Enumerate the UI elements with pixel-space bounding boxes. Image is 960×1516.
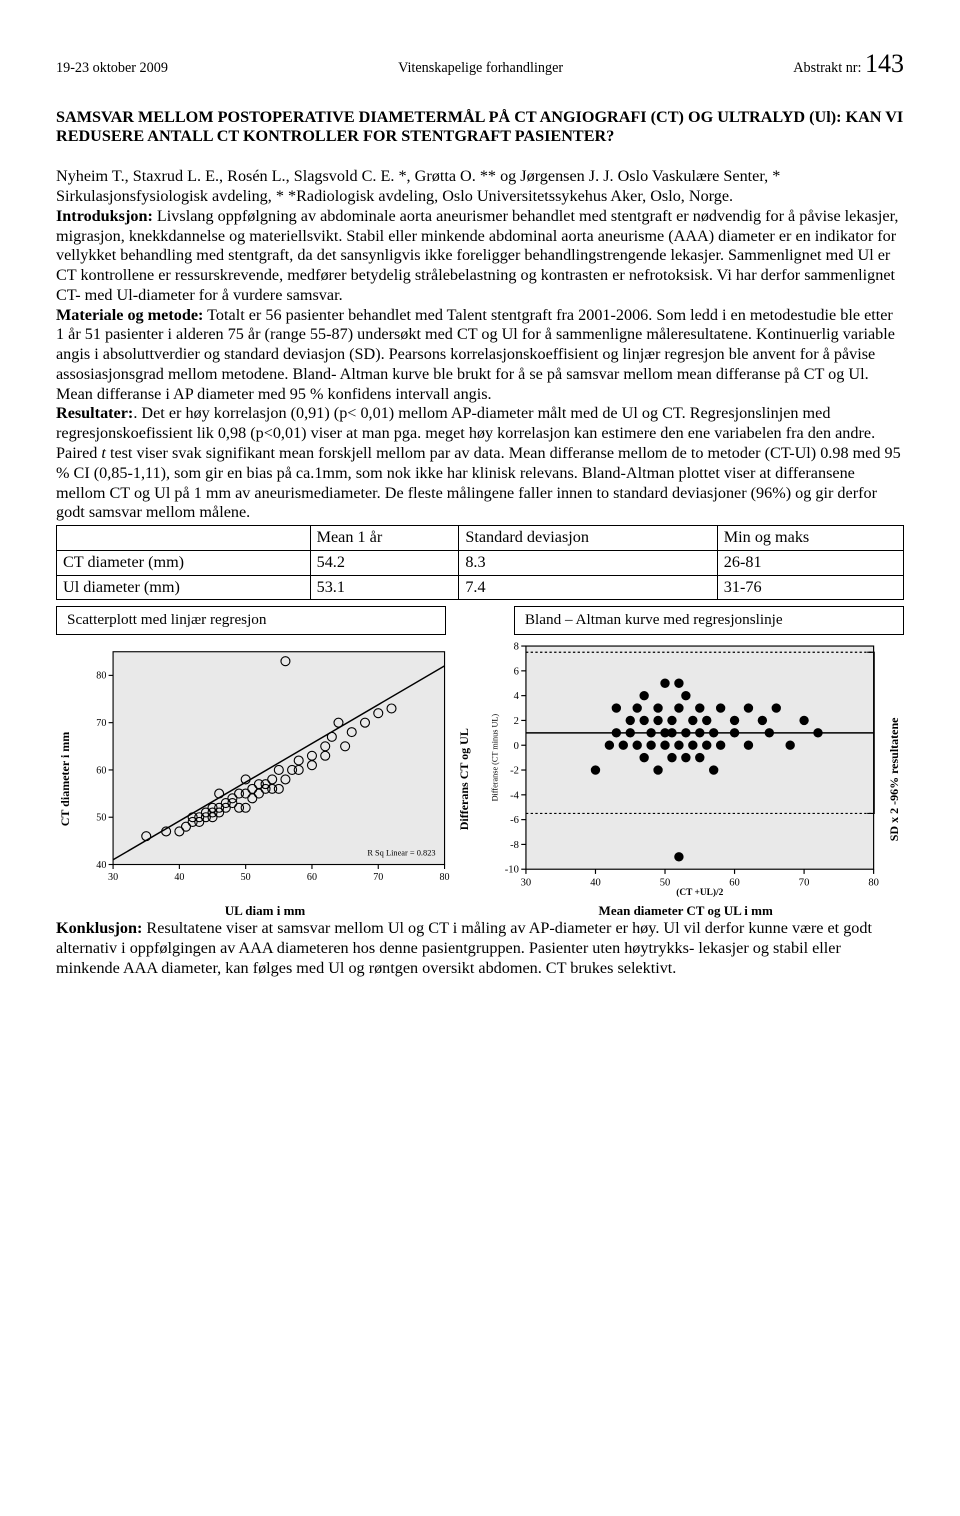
header-series: Vitenskapelige forhandlinger [398, 60, 563, 77]
svg-text:0: 0 [514, 741, 519, 752]
svg-text:50: 50 [660, 878, 671, 889]
section-material-method: Materiale og metode: Totalt er 56 pasien… [56, 306, 904, 405]
fig-right-label: Bland – Altman kurve med regresjonslinje [514, 606, 904, 635]
authors-affiliation: Nyheim T., Staxrud L. E., Rosén L., Slag… [56, 167, 904, 207]
intro-label: Introduksjon: [56, 207, 153, 225]
fig-right-yaxis-label: SD x 2 -96% resultatene [885, 639, 904, 919]
results-table: Mean 1 år Standard deviasjon Min og maks… [56, 525, 904, 600]
table-cell: 8.3 [459, 550, 717, 575]
svg-text:30: 30 [108, 872, 118, 883]
svg-text:30: 30 [521, 878, 532, 889]
svg-text:80: 80 [868, 878, 879, 889]
table-cell: 26-81 [717, 550, 903, 575]
svg-text:60: 60 [307, 872, 317, 883]
svg-text:-10: -10 [505, 865, 519, 876]
svg-text:4: 4 [514, 691, 520, 702]
svg-text:50: 50 [96, 812, 106, 823]
figure-labels-row: Scatterplott med linjær regresjon Bland … [56, 606, 904, 635]
section-conclusion: Konklusjon: Resultatene viser at samsvar… [56, 919, 904, 978]
abstrakt-number: 143 [865, 49, 904, 78]
table-cell: 53.1 [310, 575, 459, 600]
table-cell: 54.2 [310, 550, 459, 575]
conclusion-label: Konklusjon: [56, 919, 142, 937]
svg-text:60: 60 [729, 878, 740, 889]
bland-altman-chart: 30 40 50 60 70 80 -10 -8 -6 -4 -2 0 2 4 6 8 Differanse (… [486, 639, 885, 897]
svg-text:40: 40 [174, 872, 184, 883]
table-header-cell: Standard deviasjon [459, 526, 717, 551]
fig-left: CT diameter i mm 3040506070804050607080R… [56, 639, 474, 919]
table-cell: 7.4 [459, 575, 717, 600]
section-results: Resultater:. Det er høy korrelasjon (0,9… [56, 404, 904, 523]
svg-text:Differanse (CT minus UL): Differanse (CT minus UL) [491, 713, 500, 801]
mm-label: Materiale og metode: [56, 306, 203, 324]
svg-text:70: 70 [96, 718, 106, 729]
svg-text:60: 60 [96, 765, 106, 776]
svg-text:70: 70 [799, 878, 810, 889]
table-cell: Ul diameter (mm) [57, 575, 311, 600]
table-header-row: Mean 1 år Standard deviasjon Min og maks [57, 526, 904, 551]
page-header: 19-23 oktober 2009 Vitenskapelige forhan… [56, 48, 904, 80]
svg-text:-2: -2 [510, 765, 519, 776]
scatter-chart: 3040506070804050607080R Sq Linear = 0.82… [75, 639, 456, 897]
svg-text:-8: -8 [510, 840, 519, 851]
figures-row: CT diameter i mm 3040506070804050607080R… [56, 639, 904, 919]
table-header-cell [57, 526, 311, 551]
svg-text:80: 80 [439, 872, 449, 883]
paper-title: SAMSVAR MELLOM POSTOPERATIVE DIAMETERMÅL… [56, 108, 904, 148]
fig-mid-yaxis-label: Differans CT og UL [455, 639, 474, 919]
abstrakt-label: Abstrakt nr: [793, 60, 861, 76]
svg-text:50: 50 [240, 872, 250, 883]
header-abstrakt: Abstrakt nr: 143 [793, 48, 904, 80]
table-row: CT diameter (mm) 54.2 8.3 26-81 [57, 550, 904, 575]
svg-text:40: 40 [96, 860, 106, 871]
table-row: Ul diameter (mm) 53.1 7.4 31-76 [57, 575, 904, 600]
fig-left-yaxis-label: CT diameter i mm [56, 639, 75, 919]
intro-text: Livslang oppfølgning av abdominale aorta… [56, 207, 898, 304]
svg-text:-6: -6 [510, 815, 519, 826]
svg-text:(CT +UL)/2: (CT +UL)/2 [676, 887, 723, 897]
table-cell: 31-76 [717, 575, 903, 600]
svg-text:80: 80 [96, 671, 106, 682]
fig-left-label: Scatterplott med linjær regresjon [56, 606, 446, 635]
svg-text:R Sq Linear = 0.823: R Sq Linear = 0.823 [367, 848, 435, 857]
table-header-cell: Mean 1 år [310, 526, 459, 551]
fig-right: 30 40 50 60 70 80 -10 -8 -6 -4 -2 0 2 4 6 8 Differanse (… [486, 639, 904, 919]
svg-text:2: 2 [514, 716, 519, 727]
table-header-cell: Min og maks [717, 526, 903, 551]
results-text-b: test viser svak signifikant mean forskje… [56, 444, 901, 521]
table-cell: CT diameter (mm) [57, 550, 311, 575]
fig-left-xaxis-label: UL diam i mm [75, 903, 456, 919]
svg-text:8: 8 [514, 641, 519, 652]
header-date: 19-23 oktober 2009 [56, 60, 168, 77]
conclusion-text: Resultatene viser at samsvar mellom Ul o… [56, 919, 872, 977]
svg-text:-4: -4 [510, 790, 520, 801]
results-label: Resultater: [56, 404, 133, 422]
svg-text:6: 6 [514, 666, 519, 677]
fig-right-xaxis-label: Mean diameter CT og UL i mm [486, 903, 885, 919]
svg-text:40: 40 [590, 878, 601, 889]
svg-text:70: 70 [373, 872, 383, 883]
section-introduction: Introduksjon: Livslang oppfølgning av ab… [56, 207, 904, 306]
